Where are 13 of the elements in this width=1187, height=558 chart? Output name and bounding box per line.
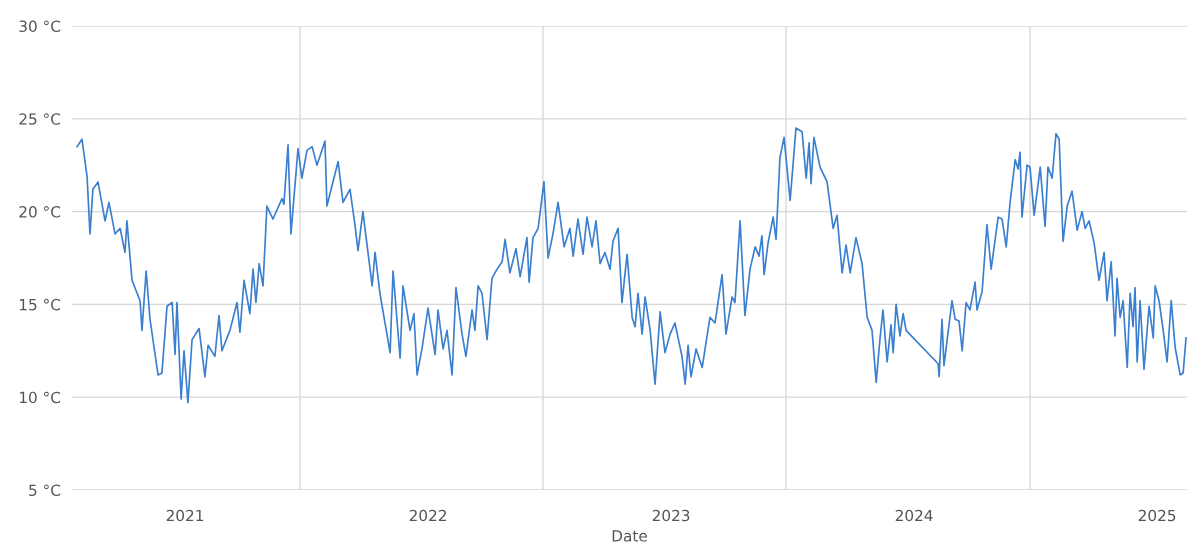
y-tick-label: 15 °C [19, 298, 61, 311]
y-tick-label: 20 °C [19, 206, 61, 218]
x-axis-title: Date [612, 530, 647, 542]
x-tick-label: 2022 [409, 509, 446, 522]
y-tick-label: 10 °C [19, 391, 61, 404]
y-tick-label: 25 °C [19, 113, 61, 125]
x-tick-label: 2024 [895, 509, 933, 522]
x-tick-label: 2025 [1138, 509, 1176, 522]
line-series [76, 127, 1187, 404]
y-tick-label: 30 °C [19, 20, 61, 33]
y-tick-label: 5 °C [29, 484, 61, 497]
x-tick-label: 2023 [652, 509, 690, 522]
x-tick-label: 2021 [166, 509, 204, 522]
